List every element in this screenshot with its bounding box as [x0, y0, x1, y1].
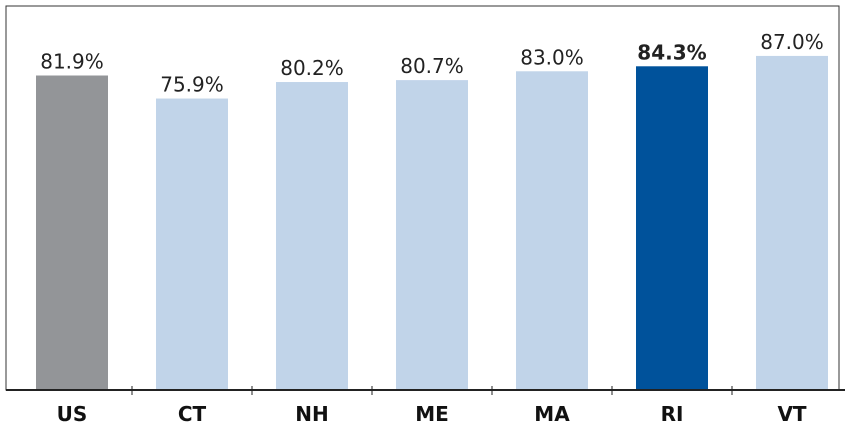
bar-nh [276, 82, 348, 391]
bar-me [396, 80, 468, 390]
value-label-ri: 84.3% [637, 40, 706, 64]
bar-ma [516, 71, 588, 390]
value-labels-group: 81.9% 75.9% 80.2% 80.7% 83.0% 84.3% 87.0% [40, 30, 824, 97]
category-label-ct: CT [178, 402, 207, 426]
bars-group [36, 55, 828, 391]
bar-ri [636, 66, 708, 391]
bar-ct [156, 98, 228, 390]
value-label-nh: 80.2% [280, 56, 344, 80]
x-axis-ticks-group [131, 386, 733, 395]
value-label-ma: 83.0% [520, 45, 584, 69]
value-label-vt: 87.0% [760, 30, 824, 54]
bar-vt [756, 55, 828, 391]
value-label-me: 80.7% [400, 54, 464, 78]
category-labels-group: US CT NH ME MA RI VT [57, 402, 807, 426]
bar-us [36, 75, 108, 390]
category-label-vt: VT [777, 402, 806, 426]
category-label-me: ME [415, 402, 449, 426]
value-label-us: 81.9% [40, 50, 104, 74]
category-label-nh: NH [295, 402, 328, 426]
value-label-ct: 75.9% [160, 73, 224, 97]
category-label-ri: RI [661, 402, 684, 426]
category-label-ma: MA [534, 402, 570, 426]
category-label-us: US [57, 402, 88, 426]
